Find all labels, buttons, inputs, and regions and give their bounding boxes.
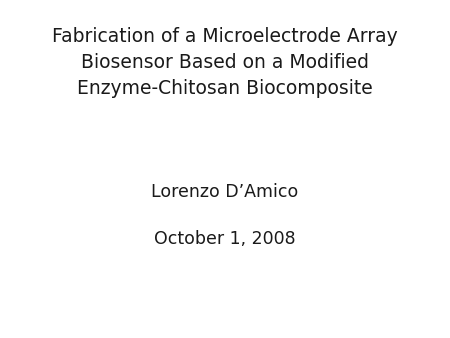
Text: October 1, 2008: October 1, 2008 (154, 230, 296, 248)
Text: Lorenzo D’Amico: Lorenzo D’Amico (151, 183, 299, 200)
Text: Fabrication of a Microelectrode Array
Biosensor Based on a Modified
Enzyme-Chito: Fabrication of a Microelectrode Array Bi… (52, 27, 398, 98)
